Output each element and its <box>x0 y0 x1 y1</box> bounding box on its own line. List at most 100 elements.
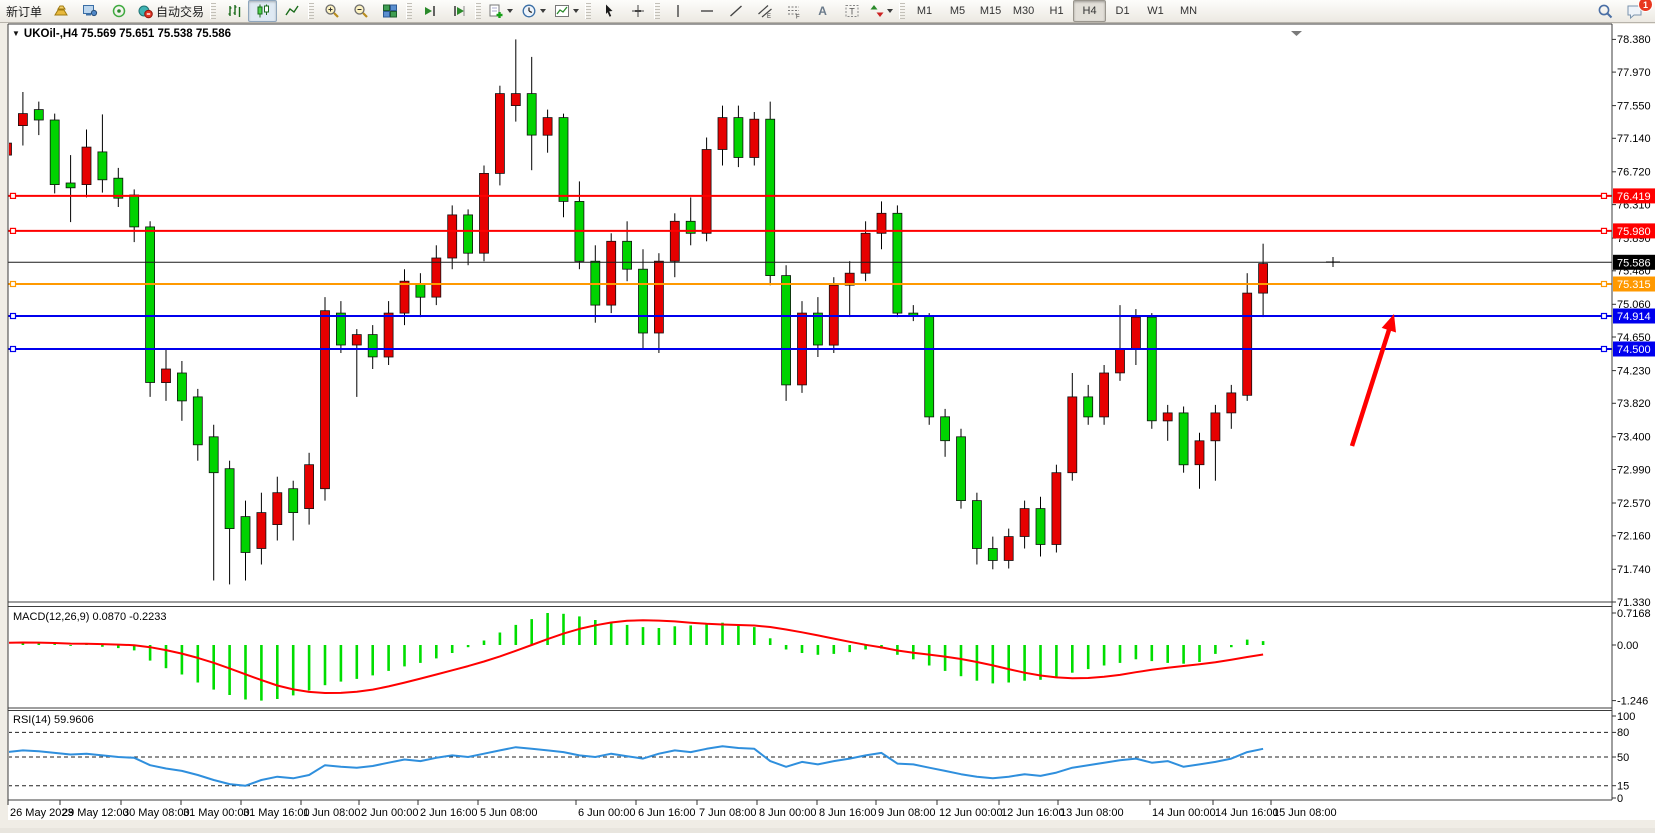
svg-text:50: 50 <box>1617 752 1629 764</box>
toolbar-grip <box>654 3 661 19</box>
periods-button[interactable] <box>517 0 550 22</box>
timeframe-h1-button[interactable]: H1 <box>1049 5 1064 17</box>
fibonacci-icon: F <box>786 3 802 19</box>
new-order-button[interactable]: 新订单 <box>2 0 46 22</box>
candle <box>669 220 680 262</box>
candle <box>1258 263 1268 294</box>
text-a-icon: A <box>818 4 827 18</box>
ask-cross-marker <box>1326 257 1340 267</box>
chart-shift-button[interactable] <box>444 0 473 22</box>
auto-trading-button[interactable]: 自动交易 <box>133 0 208 22</box>
candlestick-chart-type-button[interactable] <box>248 0 278 22</box>
chart-canvas[interactable]: 78.380 77.970 77.550 77.140 76.720 76.310 75.8… <box>0 23 1655 828</box>
candle <box>638 268 648 334</box>
candle <box>1178 412 1189 466</box>
horizontal-line-tool-button[interactable] <box>692 0 721 22</box>
new-chart-button[interactable] <box>484 0 517 22</box>
chevron-down-icon <box>540 9 547 13</box>
candle <box>972 500 982 549</box>
svg-text:14 Jun 00:00: 14 Jun 00:00 <box>1152 807 1216 819</box>
chat-button[interactable]: 1 <box>1620 0 1653 22</box>
svg-text:30 May 08:00: 30 May 08:00 <box>123 807 190 819</box>
search-button[interactable] <box>1591 0 1620 22</box>
candle <box>940 416 950 442</box>
text-tool-button[interactable]: A <box>808 0 837 22</box>
arrows-tool-button[interactable] <box>866 0 897 22</box>
timeframe-m1-button[interactable]: M1 <box>916 5 933 17</box>
candle <box>1226 392 1237 414</box>
candle <box>1067 396 1078 474</box>
trendline-tool-button[interactable] <box>721 0 750 22</box>
bar-chart-type-button[interactable] <box>219 0 248 22</box>
price-lines-layer[interactable] <box>8 192 1612 353</box>
annotation-arrow[interactable] <box>1349 314 1396 447</box>
svg-text:75.315: 75.315 <box>1617 279 1651 291</box>
candle <box>622 240 632 270</box>
panel-borders <box>7 23 1613 801</box>
indicators-button[interactable] <box>550 0 583 22</box>
price-tags: 76.419 75.980 75.586 75.315 74.914 74.500 <box>1613 188 1655 357</box>
svg-text:7 Jun 08:00: 7 Jun 08:00 <box>699 807 757 819</box>
chart-window: 78.380 77.970 77.550 77.140 76.720 76.310 75.8… <box>0 23 1655 828</box>
candle <box>415 283 426 298</box>
line-chart-type-button[interactable] <box>277 0 306 22</box>
vertical-line-icon <box>671 3 685 19</box>
broadcast-signal-button[interactable] <box>104 0 133 22</box>
candle <box>304 464 315 510</box>
timeframe-d1-button[interactable]: D1 <box>1115 5 1130 17</box>
candle <box>49 119 60 185</box>
svg-text:77.550: 77.550 <box>1617 100 1651 112</box>
svg-text:5 Jun 08:00: 5 Jun 08:00 <box>480 807 538 819</box>
zoom-out-icon <box>353 3 369 19</box>
svg-text:74.914: 74.914 <box>1617 311 1651 323</box>
candle <box>701 149 712 234</box>
candle <box>781 275 791 386</box>
svg-text:8 Jun 00:00: 8 Jun 00:00 <box>759 807 817 819</box>
crosshair-button[interactable] <box>623 0 652 22</box>
timeframe-h4-button[interactable]: H4 <box>1073 0 1107 22</box>
zoom-in-button[interactable] <box>317 0 346 22</box>
svg-text:31 May 16:00: 31 May 16:00 <box>243 807 310 819</box>
candle <box>494 93 505 174</box>
terminal-user-button[interactable] <box>75 0 104 22</box>
svg-text:F: F <box>796 15 800 20</box>
text-label-tool-button[interactable]: T <box>837 0 866 22</box>
candle <box>351 334 362 346</box>
candle <box>320 310 330 490</box>
cursor-button[interactable] <box>594 0 623 22</box>
timeframe-m30-button[interactable]: M30 <box>1012 5 1035 17</box>
vertical-line-tool-button[interactable] <box>663 0 692 22</box>
svg-text:2 Jun 00:00: 2 Jun 00:00 <box>361 807 419 819</box>
timeframe-mn-button[interactable]: MN <box>1179 5 1198 17</box>
auto-scroll-icon <box>422 3 438 19</box>
candle <box>1210 412 1221 442</box>
timeframe-m5-button[interactable]: M5 <box>949 5 966 17</box>
toolbar-grip <box>308 3 315 19</box>
equidistant-channel-icon: E <box>757 3 773 19</box>
text-label-icon: T <box>844 3 860 19</box>
candle <box>383 312 394 358</box>
crosshair-icon <box>630 3 646 19</box>
auto-trading-icon <box>137 3 153 19</box>
chart-menu-triangle-icon[interactable]: ▼ <box>12 29 20 38</box>
candlestick-icon <box>255 3 271 19</box>
shift-marker-icon <box>1291 31 1302 36</box>
gold-ingot-button[interactable] <box>46 0 75 22</box>
svg-text:75.060: 75.060 <box>1617 299 1651 311</box>
candle <box>288 488 299 514</box>
rsi-layer <box>9 731 1611 787</box>
timeframe-w1-button[interactable]: W1 <box>1147 5 1164 17</box>
tile-windows-button[interactable] <box>375 0 404 22</box>
auto-scroll-button[interactable] <box>415 0 444 22</box>
svg-text:1 Jun 08:00: 1 Jun 08:00 <box>303 807 361 819</box>
svg-text:0.00: 0.00 <box>1617 640 1638 652</box>
svg-text:72.160: 72.160 <box>1617 531 1651 543</box>
fibonacci-tool-button[interactable]: F <box>779 0 808 22</box>
candle <box>1115 348 1125 374</box>
chart-title: ▼ UKOil-,H4 75.569 75.651 75.538 75.586 <box>12 28 231 40</box>
timeframe-m15-button[interactable]: M15 <box>979 5 1002 17</box>
candle <box>463 214 474 254</box>
zoom-out-button[interactable] <box>346 0 375 22</box>
channel-tool-button[interactable]: E <box>750 0 779 22</box>
rsi-axis: 100 80 50 150 <box>1612 711 1635 805</box>
